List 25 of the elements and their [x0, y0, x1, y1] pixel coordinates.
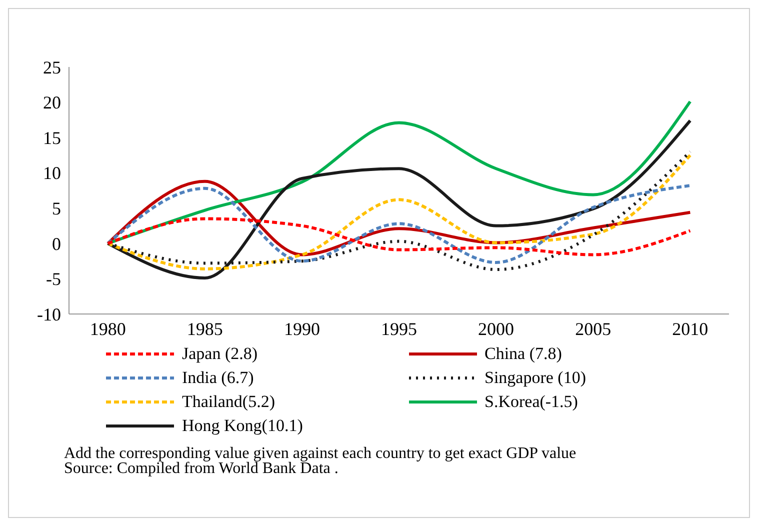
x-tick-label: 2005 — [575, 318, 612, 339]
y-tick-label: -5 — [46, 269, 61, 290]
y-tick-label: 15 — [43, 128, 61, 148]
text: Add the corresponding value given against each country to get exact GDP value — [64, 445, 578, 462]
y-tick-label: 25 — [43, 57, 61, 78]
y-tick-label: -10 — [37, 304, 61, 324]
source-note: Source: Compiled from World Bank Data . — [64, 460, 340, 477]
x-tick-label: 2010 — [672, 318, 708, 339]
y-tick-label: 10 — [43, 163, 61, 184]
line-series — [106, 217, 692, 256]
y-tick-label: 5 — [52, 198, 61, 219]
y-tick-label: 0 — [52, 234, 61, 254]
legend-label: S.Korea(-1.5) — [484, 392, 578, 412]
x-tick-label: 1985 — [186, 318, 223, 339]
legend-label: China (7.8) — [484, 344, 562, 364]
x-tick-label: 1995 — [381, 318, 417, 339]
x-tick-label: 1990 — [284, 318, 320, 339]
legend-label: India (6.7) — [182, 368, 254, 388]
y-tick-label: 20 — [43, 92, 61, 113]
legend-label: Singapore (10) — [484, 368, 586, 388]
x-tick-label: 1980 — [90, 318, 126, 339]
legend-label: Thailand(5.2) — [182, 392, 275, 412]
legend-label: Japan (2.8) — [182, 344, 258, 364]
x-tick-label: 2000 — [478, 318, 514, 339]
legend-label: Hong Kong(10.1) — [182, 416, 303, 436]
